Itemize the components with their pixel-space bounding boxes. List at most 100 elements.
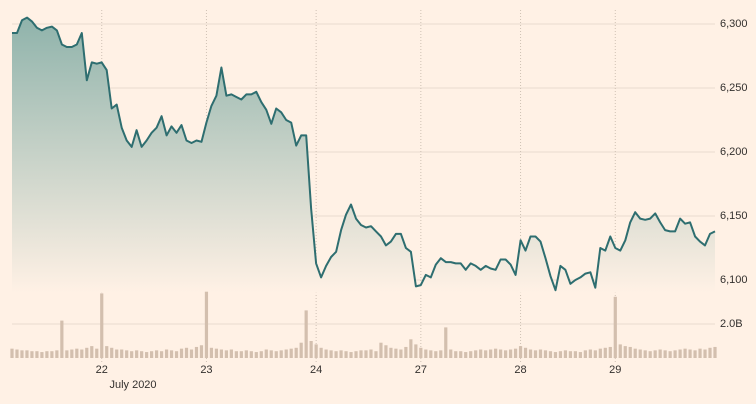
volume-bar <box>244 350 248 358</box>
volume-bar <box>508 349 513 358</box>
volume-bar <box>394 348 398 358</box>
volume-bar <box>419 347 423 358</box>
volume-bar <box>489 349 493 358</box>
volume-bar <box>110 347 114 358</box>
volume-bar <box>130 351 134 358</box>
volume-bar <box>85 347 89 358</box>
volume-bar <box>30 351 34 358</box>
volume-bar <box>553 352 558 358</box>
area-fill <box>12 17 715 293</box>
volume-bar <box>409 339 413 358</box>
x-tick-label: 22 <box>96 364 108 376</box>
volume-bar <box>239 351 243 358</box>
volume-bar <box>329 350 333 358</box>
volume-bar <box>159 351 164 358</box>
x-tick-label: 28 <box>514 364 526 376</box>
volume-bar <box>683 348 687 358</box>
volume-bar <box>75 348 79 358</box>
volume-bar <box>55 350 59 358</box>
volume-bar <box>404 346 408 358</box>
volume-bar <box>643 350 647 358</box>
y-tick-label: 6,250 <box>720 82 748 94</box>
volume-bar <box>269 350 273 358</box>
volume-bar <box>274 351 278 358</box>
volume-bar <box>434 351 438 358</box>
volume-bar <box>100 293 104 358</box>
volume-bar <box>598 348 602 358</box>
volume-bar <box>125 350 129 358</box>
volume-bar <box>179 348 184 358</box>
y-tick-label: 6,200 <box>720 146 748 158</box>
volume-bar <box>474 350 478 358</box>
volume-bar <box>369 349 373 358</box>
volume-bar <box>184 347 189 358</box>
y-tick-label: 6,300 <box>720 18 748 30</box>
volume-bar <box>209 347 214 358</box>
volume-bar <box>25 350 29 358</box>
volume-bar <box>115 349 119 358</box>
volume-bar <box>339 350 343 358</box>
volume-bar <box>678 349 682 358</box>
volume-bar <box>309 341 313 358</box>
volume-bar <box>145 352 149 358</box>
volume-bar <box>70 349 74 358</box>
volume-bar <box>304 310 308 358</box>
volume-bar <box>65 350 69 358</box>
volume-bar <box>40 352 44 358</box>
volume-bar <box>364 350 368 358</box>
volume-bar <box>299 342 303 358</box>
volume-bar <box>623 346 627 358</box>
volume-bar <box>154 350 159 358</box>
volume-bar <box>414 344 418 358</box>
volume-bar <box>648 351 652 358</box>
volume-bar <box>444 327 448 358</box>
volume-bar <box>688 349 692 358</box>
volume-bar <box>563 350 568 358</box>
volume-bar <box>399 349 403 358</box>
volume-bar <box>45 351 49 358</box>
volume-bar <box>528 349 533 358</box>
volume-bar <box>324 349 328 358</box>
x-tick-label: 29 <box>609 364 621 376</box>
volume-bar <box>668 351 672 358</box>
volume-bar <box>429 350 433 358</box>
volume-bar <box>538 349 543 358</box>
volume-bar <box>628 346 632 358</box>
volume-bar <box>279 350 283 358</box>
volume-bar <box>479 349 483 358</box>
volume-bar <box>573 351 577 358</box>
volume-bar <box>164 349 169 358</box>
volume-bar <box>568 351 573 358</box>
volume-bar <box>693 350 697 358</box>
volume-bar <box>229 349 233 358</box>
volume-bar <box>284 349 288 358</box>
volume-bar <box>494 348 498 358</box>
volume-bar <box>543 350 548 358</box>
volume-bar <box>349 352 353 358</box>
volume-bar <box>513 348 518 358</box>
volume-bar <box>214 348 219 358</box>
volume-bar <box>713 346 717 358</box>
volume-bar <box>673 350 677 358</box>
volume-bar <box>120 349 124 358</box>
volume-bar <box>199 345 204 358</box>
volume-bar <box>319 347 323 358</box>
volume-bar <box>20 350 24 358</box>
volume-bar <box>658 349 662 358</box>
volume-bar <box>80 349 84 358</box>
volume-bar <box>224 350 228 358</box>
volume-bar <box>189 349 194 358</box>
volume-bar <box>558 351 563 358</box>
volume-bar <box>234 351 238 358</box>
y-tick-label: 2.0B <box>720 318 743 330</box>
volume-bar <box>194 346 199 358</box>
volume-bar <box>344 351 348 358</box>
volume-bar <box>95 348 99 358</box>
y-tick-label: 6,150 <box>720 210 748 222</box>
volume-bar <box>613 296 617 358</box>
volume-bar <box>105 346 109 358</box>
volume-bar <box>518 346 523 358</box>
volume-bar <box>653 350 657 358</box>
volume-bar <box>354 351 358 358</box>
volume-bar <box>533 350 538 358</box>
